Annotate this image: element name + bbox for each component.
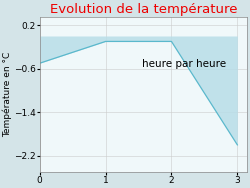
Y-axis label: Température en °C: Température en °C bbox=[3, 52, 12, 137]
Title: Evolution de la température: Evolution de la température bbox=[50, 3, 237, 16]
Text: heure par heure: heure par heure bbox=[142, 59, 226, 69]
